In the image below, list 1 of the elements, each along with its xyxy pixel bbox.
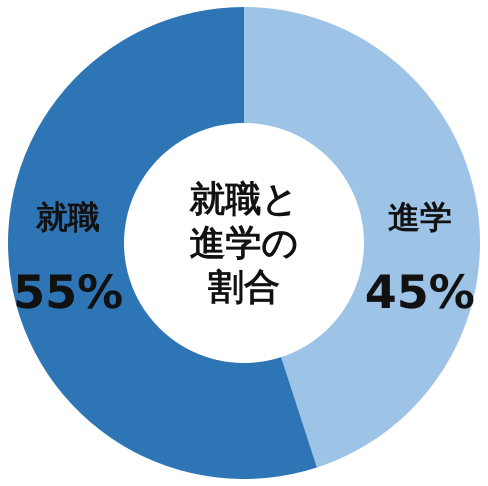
title: 就職と進学の割合 <box>190 179 298 308</box>
